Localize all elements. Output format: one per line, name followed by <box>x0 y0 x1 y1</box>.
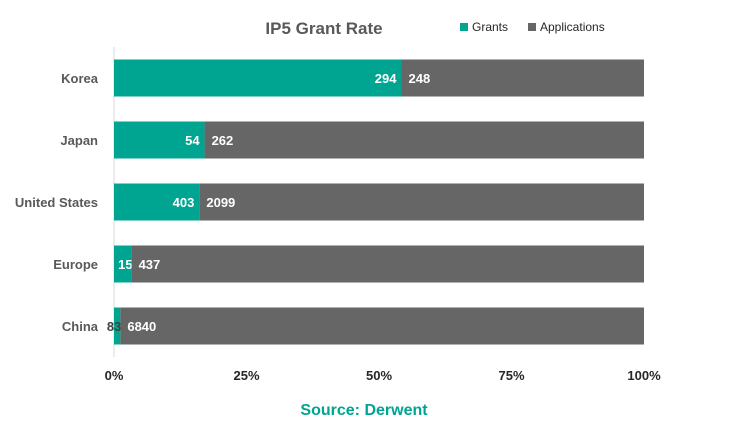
bar-applications-china <box>120 307 644 345</box>
data-label-applications-korea: 248 <box>408 71 430 86</box>
legend-swatch-grants <box>460 23 468 31</box>
plot-area: Korea 294 248 Japan 54 262 United States 403 209… <box>15 47 661 383</box>
data-label-grants-china: 83 <box>107 319 121 334</box>
category-label-united-states: United States <box>15 195 98 210</box>
data-label-applications-europe: 437 <box>139 257 161 272</box>
bar-grants-japan <box>114 121 205 159</box>
data-label-grants-korea: 294 <box>375 71 397 86</box>
x-tick-label: 50% <box>366 368 392 383</box>
x-tick-label: 75% <box>498 368 524 383</box>
data-label-grants-united-states: 403 <box>173 195 195 210</box>
x-tick-label: 25% <box>233 368 259 383</box>
bar-grants-china <box>114 307 121 345</box>
bar-grants-europe <box>114 245 132 283</box>
bar-grants-united-states <box>114 183 200 221</box>
category-label-europe: Europe <box>53 257 98 272</box>
data-label-grants-japan: 54 <box>185 133 200 148</box>
bar-grants-korea <box>114 59 402 97</box>
source-note: Source: Derwent <box>300 402 428 419</box>
bar-applications-korea <box>401 59 644 97</box>
legend-label-grants: Grants <box>472 20 508 34</box>
data-label-grants-europe: 15 <box>118 257 132 272</box>
category-label-china: China <box>62 319 99 334</box>
data-label-applications-china: 6840 <box>127 319 156 334</box>
bar-applications-japan <box>204 121 644 159</box>
category-label-japan: Japan <box>60 133 98 148</box>
category-label-korea: Korea <box>61 71 99 86</box>
legend-swatch-applications <box>528 23 536 31</box>
legend: Grants Applications <box>460 20 605 34</box>
x-tick-label: 0% <box>105 368 124 383</box>
data-label-applications-united-states: 2099 <box>206 195 235 210</box>
bar-applications-europe <box>131 245 644 283</box>
chart-title: IP5 Grant Rate <box>265 19 382 38</box>
bar-applications-united-states <box>199 183 644 221</box>
x-tick-label: 100% <box>627 368 661 383</box>
legend-label-applications: Applications <box>540 20 605 34</box>
data-label-applications-japan: 262 <box>212 133 234 148</box>
